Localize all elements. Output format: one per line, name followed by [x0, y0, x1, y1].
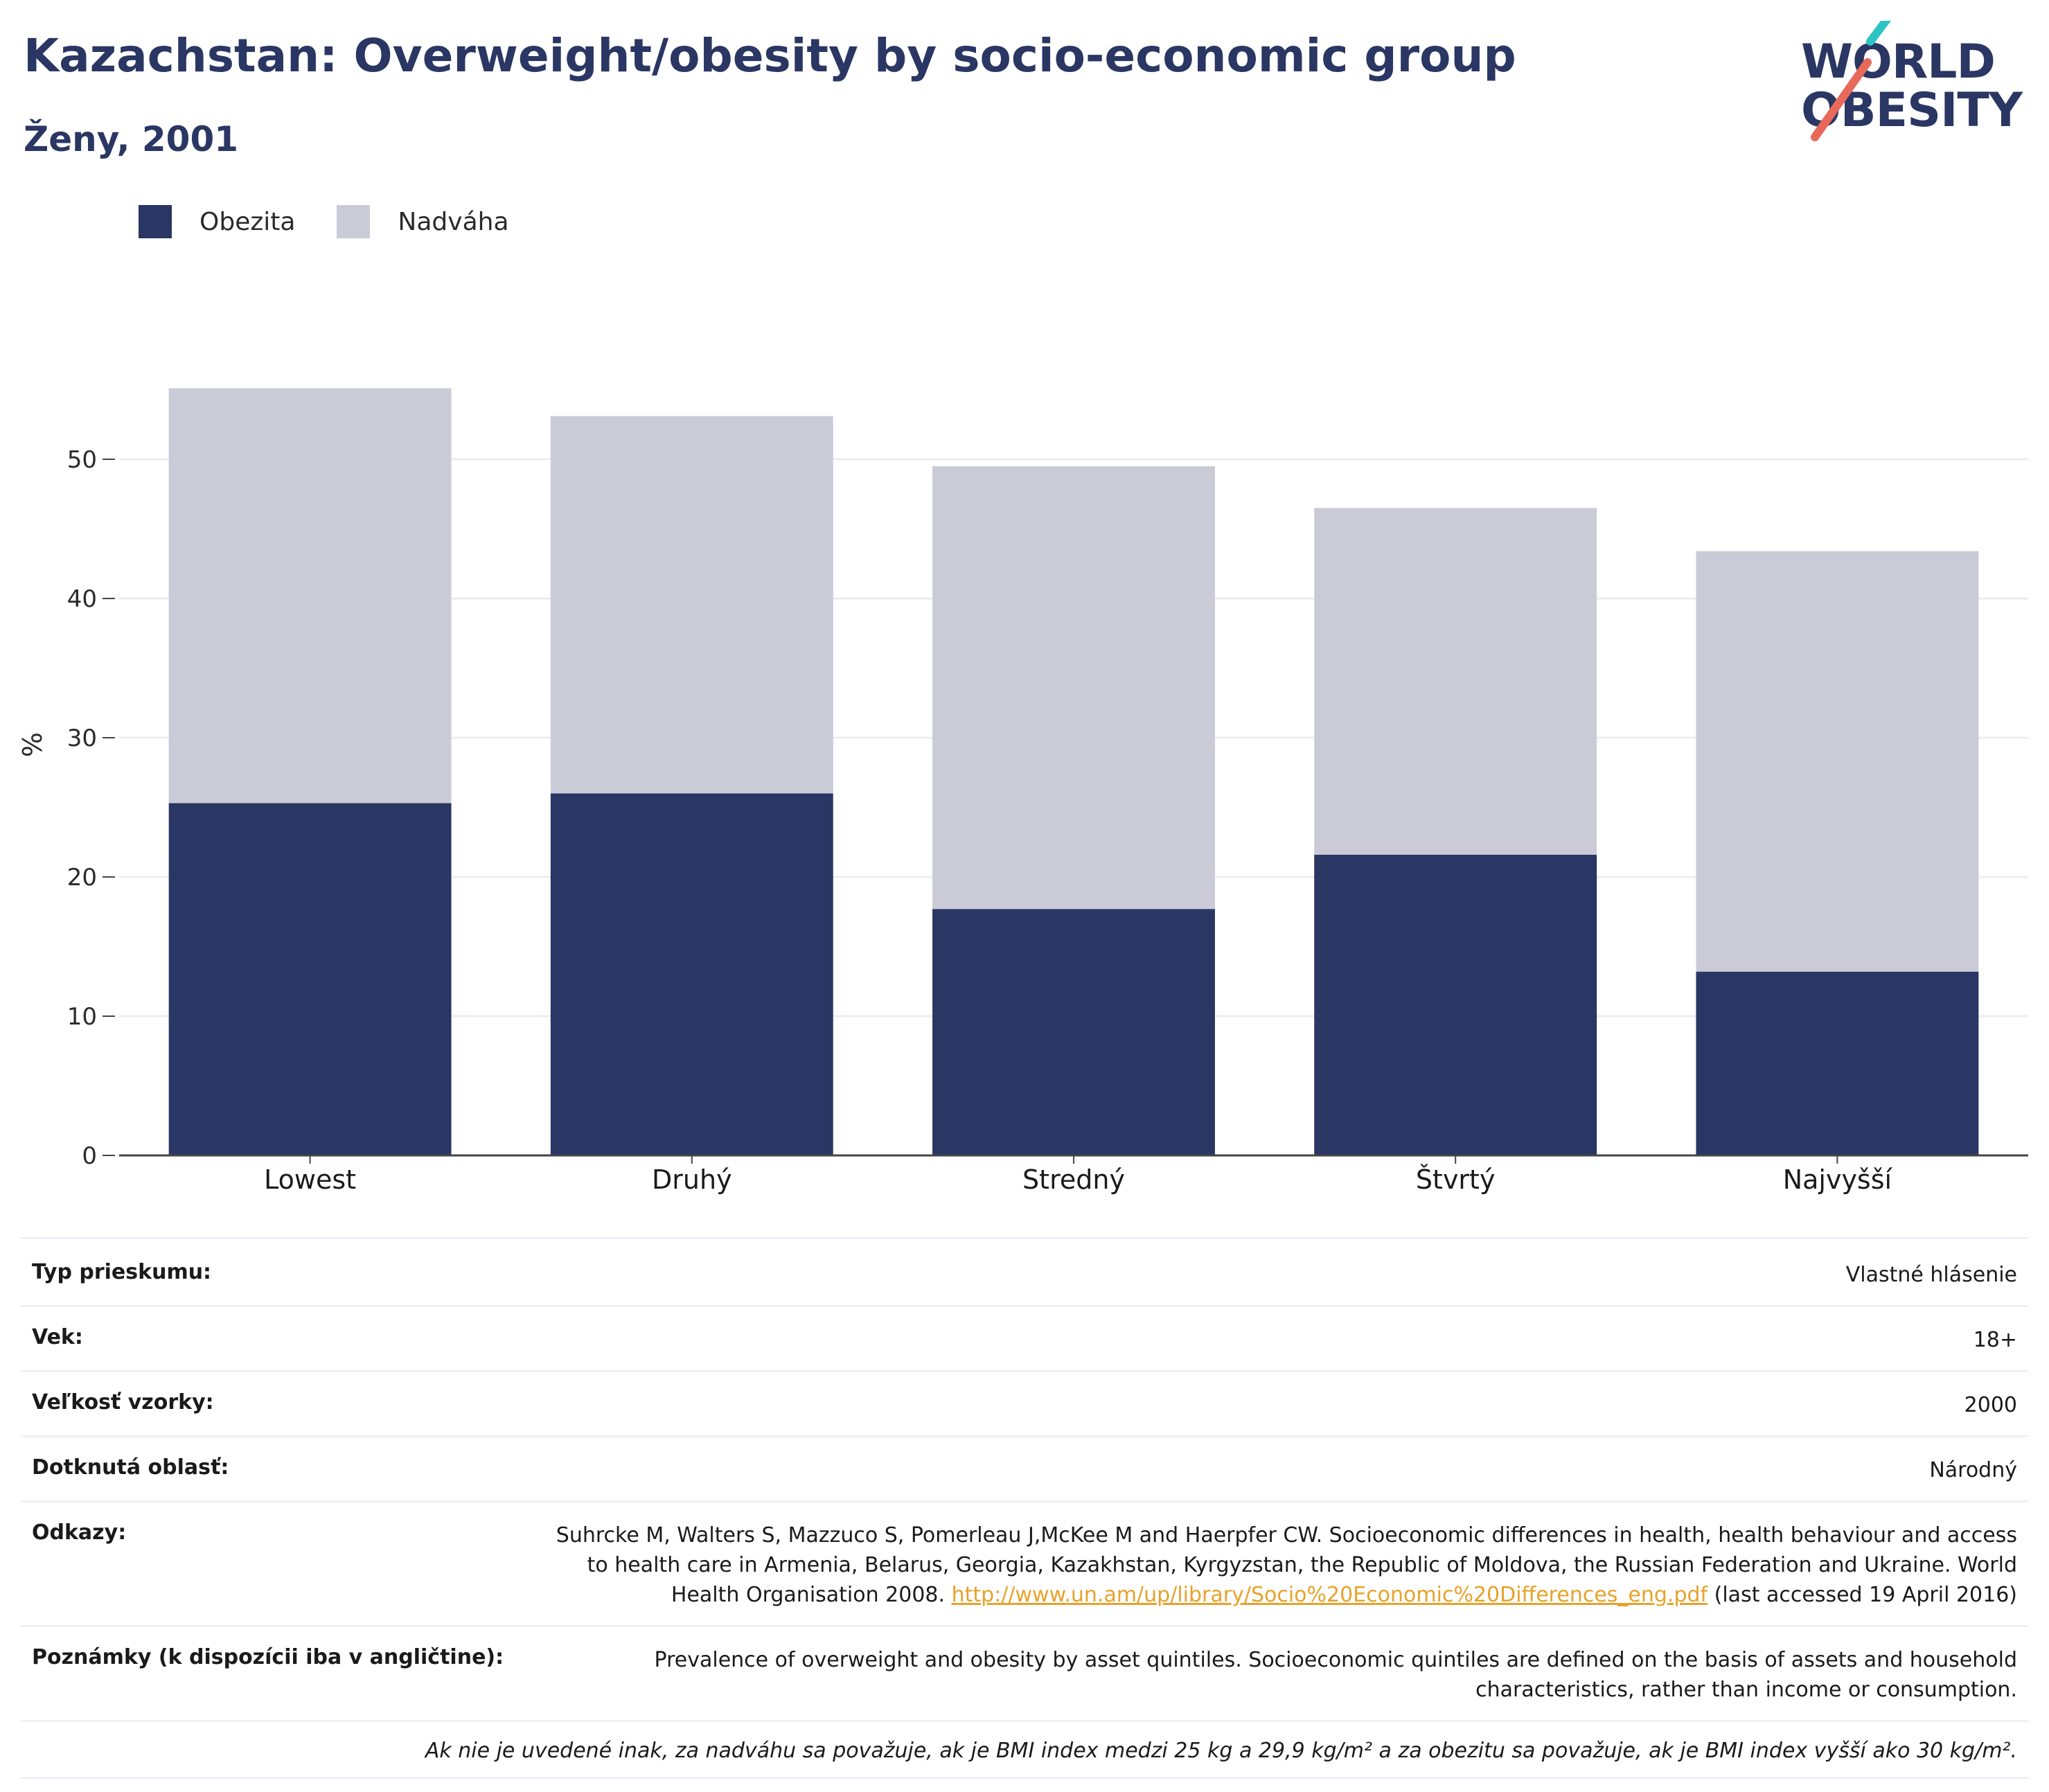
info-row-notes: Poznámky (k dispozícii iba v angličtine)…	[21, 1625, 2028, 1720]
y-tick-label: 30	[67, 725, 97, 752]
bar-nadv-ha	[168, 388, 452, 804]
info-value: Národný	[1929, 1458, 2017, 1482]
bar-nadv-ha	[932, 466, 1215, 910]
references-accessed: (last accessed 19 April 2016)	[1708, 1583, 2017, 1607]
info-row-survey-type: Typ prieskumu: Vlastné hlásenie	[21, 1237, 2028, 1305]
legend-label-nadvaha: Nadváha	[398, 207, 509, 236]
info-label: Veľkosť vzorky:	[32, 1390, 214, 1414]
info-row-sample-size: Veľkosť vzorky: 2000	[21, 1370, 2028, 1435]
bar-obezita	[168, 803, 452, 1155]
bar-obezita	[1696, 971, 1979, 1155]
legend-swatch-nadvaha	[337, 205, 371, 238]
chart-legend: Obezita Nadváha	[139, 205, 551, 238]
info-label: Typ prieskumu:	[32, 1260, 212, 1284]
legend-swatch-obezita	[139, 205, 172, 238]
logo-line-1: WORLD	[1801, 35, 1996, 89]
y-axis-label: %	[17, 732, 48, 757]
bmi-footnote: Ak nie je uvedené inak, za nadváhu sa po…	[21, 1720, 2028, 1779]
info-row-references: Odkazy: Suhrcke M, Walters S, Mazzuco S,…	[21, 1500, 2028, 1625]
x-tick-label: Štvrtý	[1416, 1164, 1496, 1195]
x-tick-label: Lowest	[264, 1164, 356, 1195]
references-text: Suhrcke M, Walters S, Mazzuco S, Pomerle…	[556, 1523, 2017, 1607]
bar-nadv-ha	[1696, 551, 1979, 972]
references-link[interactable]: http://www.un.am/up/library/Socio%20Econ…	[951, 1583, 1708, 1607]
info-row-area: Dotknutá oblasť: Národný	[21, 1435, 2028, 1500]
bar-nadv-ha	[550, 416, 833, 794]
y-tick-label: 20	[67, 864, 97, 891]
stacked-bar-chart: 0 10 20 30 40 50% Lowest Druhý Stredný Štvrtý Najv…	[17, 388, 2028, 1195]
info-value: 2000	[1964, 1393, 2017, 1417]
info-label: Odkazy:	[32, 1520, 127, 1545]
survey-info-table: Typ prieskumu: Vlastné hlásenie Vek: 18+…	[21, 1237, 2028, 1779]
bar-obezita	[932, 909, 1215, 1155]
bar-obezita	[1314, 854, 1597, 1155]
info-value: Prevalence of overweight and obesity by …	[654, 1648, 2017, 1702]
references-value: Suhrcke M, Walters S, Mazzuco S, Pomerle…	[549, 1520, 2017, 1610]
legend-label-obezita: Obezita	[199, 207, 296, 236]
info-row-age: Vek: 18+	[21, 1305, 2028, 1370]
info-value: Vlastné hlásenie	[1845, 1263, 2017, 1287]
y-tick-label: 0	[82, 1142, 97, 1170]
y-tick-label: 40	[67, 585, 97, 613]
x-tick-label: Najvyšší	[1783, 1164, 1893, 1195]
bar-obezita	[550, 793, 833, 1155]
page-title: Kazachstan: Overweight/obesity by socio-…	[24, 29, 1516, 82]
logo-slash-icon	[1811, 21, 1891, 141]
x-tick-label: Stredný	[1022, 1164, 1125, 1195]
world-obesity-logo: WORLD OBESITY	[1801, 21, 2037, 145]
info-label: Poznámky (k dispozícii iba v angličtine)…	[32, 1645, 504, 1669]
bar-nadv-ha	[1314, 508, 1597, 855]
page-subtitle: Ženy, 2001	[24, 119, 239, 159]
info-value: 18+	[1973, 1328, 2017, 1352]
legend-item-obezita[interactable]: Obezita	[139, 205, 295, 238]
info-label: Dotknutá oblasť:	[32, 1455, 229, 1480]
info-label: Vek:	[32, 1325, 83, 1349]
legend-item-nadvaha[interactable]: Nadváha	[337, 205, 509, 238]
x-tick-label: Druhý	[652, 1164, 732, 1195]
y-tick-label: 50	[67, 446, 97, 474]
y-tick-label: 10	[67, 1003, 97, 1031]
